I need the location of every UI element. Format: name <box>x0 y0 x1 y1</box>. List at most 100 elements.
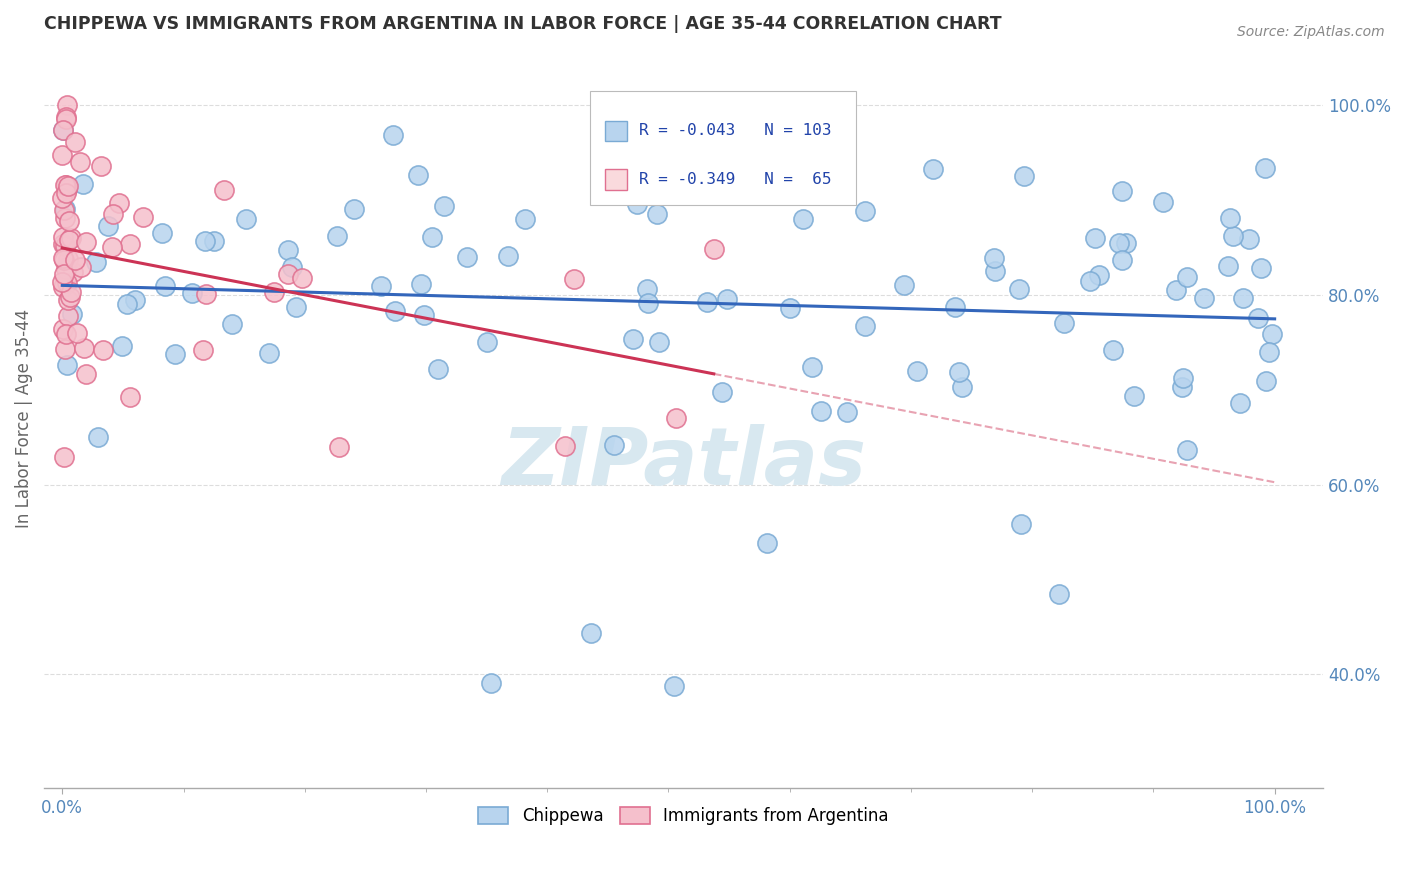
Point <box>1194 291 1216 305</box>
Point <box>52 236 75 251</box>
Point <box>52 123 75 137</box>
Point <box>905 364 928 378</box>
Text: R = -0.349   N =  65: R = -0.349 N = 65 <box>640 172 832 187</box>
Bar <box>589 91 856 205</box>
Point <box>56 309 79 323</box>
Point <box>58 233 80 247</box>
Point <box>384 304 406 318</box>
Point <box>950 380 973 394</box>
Point <box>853 203 876 218</box>
Bar <box>606 120 627 142</box>
Point <box>84 255 107 269</box>
Point <box>710 384 733 399</box>
Point <box>150 227 173 241</box>
Point <box>191 343 214 357</box>
Point <box>51 275 73 289</box>
Point <box>70 260 93 275</box>
Point <box>51 191 73 205</box>
Point <box>55 186 77 201</box>
Point <box>165 347 187 361</box>
Point <box>1101 343 1123 357</box>
Point <box>111 338 134 352</box>
Point <box>55 110 77 124</box>
Point <box>1250 260 1272 275</box>
Point <box>257 346 280 360</box>
Point <box>1171 380 1194 394</box>
Point <box>1218 211 1240 226</box>
Point <box>51 147 73 161</box>
Point <box>792 212 814 227</box>
Point <box>55 181 77 195</box>
Point <box>1088 268 1111 282</box>
Point <box>382 128 405 143</box>
Point <box>1012 169 1035 184</box>
Point <box>801 360 824 375</box>
Point <box>52 122 75 136</box>
Point <box>101 207 124 221</box>
Point <box>716 292 738 306</box>
Point <box>1222 229 1244 244</box>
Point <box>406 168 429 182</box>
Point <box>1111 184 1133 198</box>
Point <box>53 211 76 226</box>
Point <box>326 229 349 244</box>
Point <box>194 234 217 248</box>
Point <box>637 296 659 310</box>
Point <box>181 285 204 300</box>
Point <box>665 411 688 425</box>
Point <box>124 293 146 307</box>
Point <box>56 252 79 266</box>
Point <box>62 265 84 279</box>
Point <box>636 282 658 296</box>
Point <box>948 365 970 379</box>
Point <box>153 279 176 293</box>
Point <box>202 235 225 249</box>
Point <box>53 276 76 290</box>
Point <box>1247 310 1270 325</box>
Point <box>97 219 120 234</box>
Point <box>479 676 502 690</box>
Point <box>1177 269 1199 284</box>
Point <box>779 301 801 316</box>
Point <box>1047 587 1070 601</box>
Bar <box>606 169 627 190</box>
Point <box>284 301 307 315</box>
Point <box>662 679 685 693</box>
Point <box>1232 291 1254 305</box>
Point <box>370 279 392 293</box>
Point <box>562 272 585 286</box>
Point <box>63 253 86 268</box>
Point <box>221 317 243 331</box>
Point <box>1164 283 1187 297</box>
Point <box>638 98 661 112</box>
Point <box>412 308 434 322</box>
Point <box>52 279 75 293</box>
Point <box>420 230 443 244</box>
Point <box>132 210 155 224</box>
Point <box>56 358 79 372</box>
Point <box>53 202 76 217</box>
Point <box>515 212 537 227</box>
Point <box>1229 396 1251 410</box>
Text: R = -0.043   N = 103: R = -0.043 N = 103 <box>640 123 832 138</box>
Point <box>277 267 299 281</box>
Point <box>52 252 75 267</box>
Point <box>1171 371 1194 385</box>
Point <box>87 430 110 444</box>
Point <box>690 188 713 202</box>
Point <box>1175 443 1198 458</box>
Point <box>626 197 648 211</box>
Text: ZIPatlas: ZIPatlas <box>501 424 866 501</box>
Point <box>621 332 644 346</box>
Point <box>696 295 718 310</box>
Point <box>756 536 779 550</box>
Point <box>647 334 669 349</box>
Point <box>475 335 498 350</box>
Point <box>943 300 966 314</box>
Point <box>409 277 432 292</box>
Point <box>1152 194 1174 209</box>
Point <box>52 230 75 244</box>
Point <box>235 212 257 227</box>
Point <box>1053 316 1076 330</box>
Point <box>72 341 94 355</box>
